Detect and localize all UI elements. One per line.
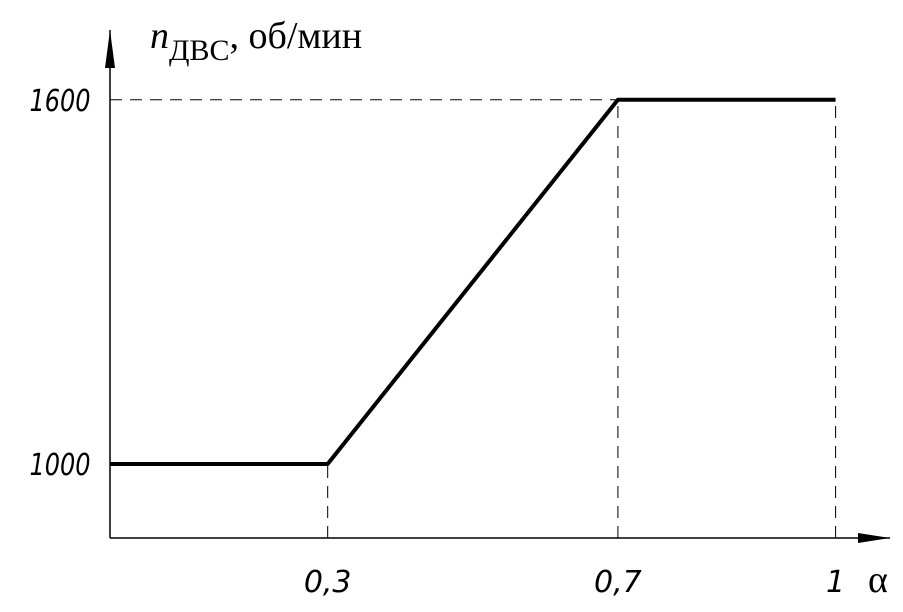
y-label-subscript: ДВС: [169, 34, 229, 67]
x-axis-arrow: [858, 533, 890, 543]
y-tick-label: 1600: [29, 84, 90, 118]
y-axis-arrow: [105, 30, 115, 68]
x-tick-label: 0,3: [304, 565, 352, 600]
y-label-unit: , об/мин: [229, 15, 362, 57]
y-tick-label: 1000: [29, 448, 90, 482]
line: [110, 97, 836, 466]
x-tick-label: 0,7: [594, 565, 642, 600]
y-axis-label: nДВС, об/мин: [150, 15, 362, 67]
x-axis-label: α: [868, 559, 888, 601]
x-tick-label: 1: [826, 565, 845, 600]
y-label-symbol: n: [150, 15, 169, 57]
